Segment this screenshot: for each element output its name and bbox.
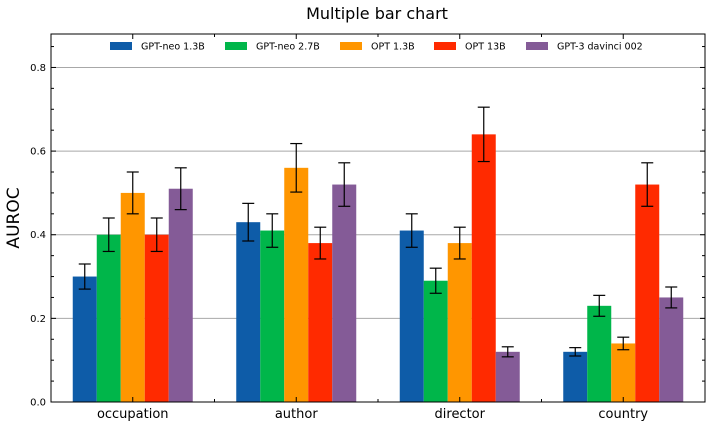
legend-swatch bbox=[526, 42, 548, 50]
y-tick-label: 0.2 bbox=[30, 314, 46, 325]
y-tick-label: 0.8 bbox=[30, 63, 46, 74]
chart-title: Multiple bar chart bbox=[306, 4, 448, 23]
bar bbox=[495, 351, 520, 402]
x-tick-label: director bbox=[435, 407, 486, 422]
bars-group bbox=[72, 134, 684, 402]
legend-swatch bbox=[340, 42, 362, 50]
bar bbox=[168, 188, 193, 402]
bar bbox=[120, 192, 145, 402]
bar bbox=[471, 134, 496, 402]
bar bbox=[611, 343, 636, 402]
y-tick-label: 0.0 bbox=[30, 398, 46, 409]
bar bbox=[399, 230, 424, 402]
bar bbox=[144, 234, 169, 402]
bar bbox=[308, 243, 333, 402]
legend-swatch bbox=[434, 42, 456, 50]
legend-label: OPT 1.3B bbox=[371, 42, 415, 53]
bar bbox=[587, 305, 612, 402]
bar bbox=[563, 351, 588, 402]
bar bbox=[284, 167, 309, 402]
bar bbox=[332, 184, 357, 402]
legend: GPT-neo 1.3B GPT-neo 2.7B OPT 1.3B OPT 13B G… bbox=[110, 42, 643, 53]
legend-label: GPT-3 davinci 002 bbox=[557, 42, 643, 53]
x-tick-label: occupation bbox=[97, 407, 169, 422]
bar bbox=[635, 184, 660, 402]
bar bbox=[260, 230, 285, 402]
bar bbox=[236, 222, 261, 402]
x-tick-label: country bbox=[598, 407, 648, 422]
bar bbox=[96, 234, 121, 402]
x-tick-label: author bbox=[275, 407, 318, 422]
legend-label: GPT-neo 1.3B bbox=[141, 42, 205, 53]
y-axis-label: AUROC bbox=[4, 187, 24, 248]
legend-label: GPT-neo 2.7B bbox=[256, 42, 320, 53]
error-bars-group bbox=[78, 106, 678, 358]
y-tick-label: 0.6 bbox=[30, 147, 46, 158]
legend-swatch bbox=[225, 42, 247, 50]
bar bbox=[72, 276, 97, 402]
bar bbox=[447, 243, 472, 402]
legend-label: OPT 13B bbox=[465, 42, 506, 53]
axis-ticks: 0.0 0.2 0.4 0.6 0.8 occupation author director c… bbox=[30, 34, 705, 422]
legend-swatch bbox=[110, 42, 132, 50]
bar bbox=[423, 280, 448, 402]
y-tick-label: 0.4 bbox=[30, 230, 46, 241]
bar bbox=[659, 297, 684, 402]
